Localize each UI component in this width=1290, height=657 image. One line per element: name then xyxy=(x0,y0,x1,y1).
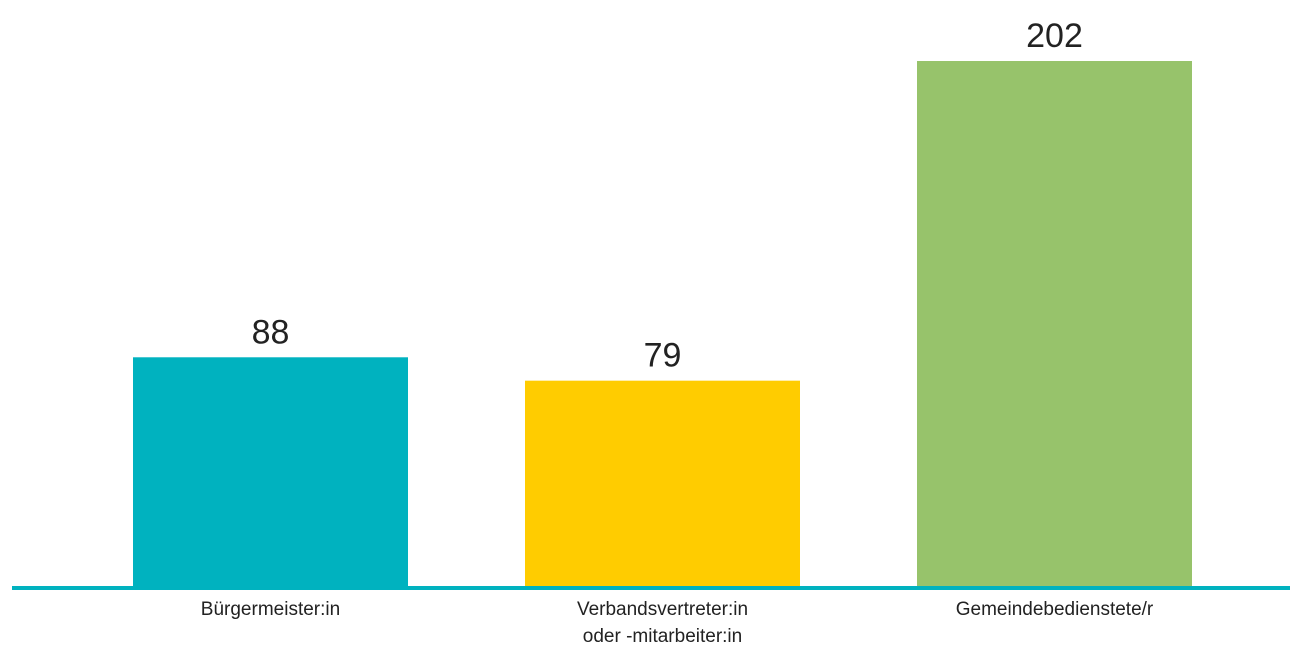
data-label-2: 202 xyxy=(1026,17,1083,55)
bar-2 xyxy=(917,61,1192,586)
x-tick-label-0: Bürgermeister:in xyxy=(201,599,340,620)
bar-1 xyxy=(525,380,800,586)
data-label-1: 79 xyxy=(644,337,682,375)
x-tick-label-1: Verbandsvertreter:in oder -mitarbeiter:in xyxy=(577,599,748,647)
bar-0 xyxy=(133,357,408,586)
x-tick-label-0-line-0: Bürgermeister:in xyxy=(201,599,340,620)
x-tick-label-1-line-0: Verbandsvertreter:in xyxy=(577,599,748,620)
x-tick-label-2: Gemeindebedienstete/r xyxy=(956,599,1154,620)
x-tick-label-2-line-0: Gemeindebedienstete/r xyxy=(956,599,1154,620)
x-tick-label-1-line-1: oder -mitarbeiter:in xyxy=(583,626,742,647)
data-label-0: 88 xyxy=(252,313,290,351)
